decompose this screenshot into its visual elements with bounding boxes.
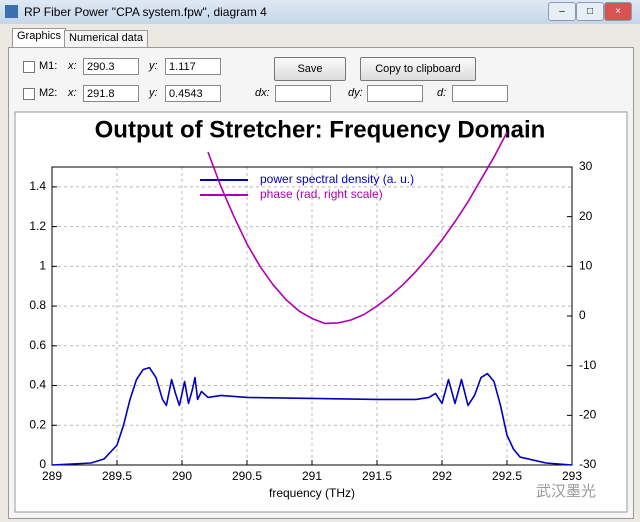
field-label: d:	[437, 87, 447, 99]
data-line	[51, 366, 573, 466]
y-tick-label: 1	[39, 259, 46, 273]
x-tick-label: 293	[562, 469, 582, 483]
field-label: x:	[68, 87, 77, 99]
y-tick-label: 1.2	[29, 219, 46, 233]
text-input[interactable]	[275, 85, 331, 102]
checkbox[interactable]	[23, 88, 35, 100]
y-tick-label: 0.4	[29, 378, 46, 392]
field-label: y:	[149, 60, 158, 72]
legend-label: phase (rad, right scale)	[260, 187, 383, 201]
text-input[interactable]: 1.117	[165, 58, 221, 75]
y2-tick-label: -30	[579, 457, 597, 471]
x-tick-label: 290.5	[232, 469, 262, 483]
y2-tick-label: -20	[579, 408, 597, 422]
y-tick-label: 0.2	[29, 417, 46, 431]
y-tick-label: 1.4	[29, 179, 46, 193]
text-input[interactable]: 0.4543	[165, 85, 221, 102]
x-tick-label: 290	[172, 469, 192, 483]
save-button[interactable]: Save	[274, 57, 346, 81]
field-label: x:	[68, 60, 77, 72]
title-bar: RP Fiber Power "CPA system.fpw", diagram…	[0, 0, 640, 24]
x-axis-label: frequency (THz)	[269, 486, 355, 500]
x-tick-label: 292	[432, 469, 452, 483]
close-button[interactable]: ×	[604, 2, 632, 21]
y-tick-label: 0.6	[29, 338, 46, 352]
x-tick-label: 289.5	[102, 469, 132, 483]
y2-tick-label: 20	[579, 209, 593, 223]
y2-tick-label: 30	[579, 159, 593, 173]
maximize-button[interactable]: □	[576, 2, 604, 21]
field-label: dx:	[255, 87, 270, 99]
watermark: 武汉墨光	[536, 483, 596, 500]
tab[interactable]: Numerical data	[64, 30, 148, 49]
window-title: RP Fiber Power "CPA system.fpw", diagram…	[24, 5, 267, 19]
marker-label: M1:	[39, 60, 58, 72]
x-tick-label: 289	[42, 469, 62, 483]
x-tick-label: 291	[302, 469, 322, 483]
marker-label: M2:	[39, 87, 58, 99]
legend-label: power spectral density (a. u.)	[260, 172, 414, 186]
y-tick-label: 0.8	[29, 298, 46, 312]
tab[interactable]: Graphics	[12, 28, 67, 49]
data-line	[207, 131, 508, 325]
app-icon	[5, 5, 18, 18]
y2-tick-label: -10	[579, 358, 597, 372]
text-input[interactable]: 291.8	[83, 85, 139, 102]
y2-tick-label: 0	[579, 308, 586, 322]
checkbox[interactable]	[23, 61, 35, 73]
x-tick-label: 291.5	[362, 469, 392, 483]
y2-tick-label: 10	[579, 259, 593, 273]
text-input[interactable]	[452, 85, 508, 102]
text-input[interactable]: 290.3	[83, 58, 139, 75]
field-label: dy:	[348, 87, 363, 99]
minimize-button[interactable]: –	[548, 2, 576, 21]
field-label: y:	[149, 87, 158, 99]
y-tick-label: 0	[39, 457, 46, 471]
text-input[interactable]	[367, 85, 423, 102]
copy-button[interactable]: Copy to clipboard	[360, 57, 476, 81]
plot-frame	[51, 166, 573, 466]
x-tick-label: 292.5	[492, 469, 522, 483]
chart-title: Output of Stretcher: Frequency Domain	[95, 116, 546, 143]
